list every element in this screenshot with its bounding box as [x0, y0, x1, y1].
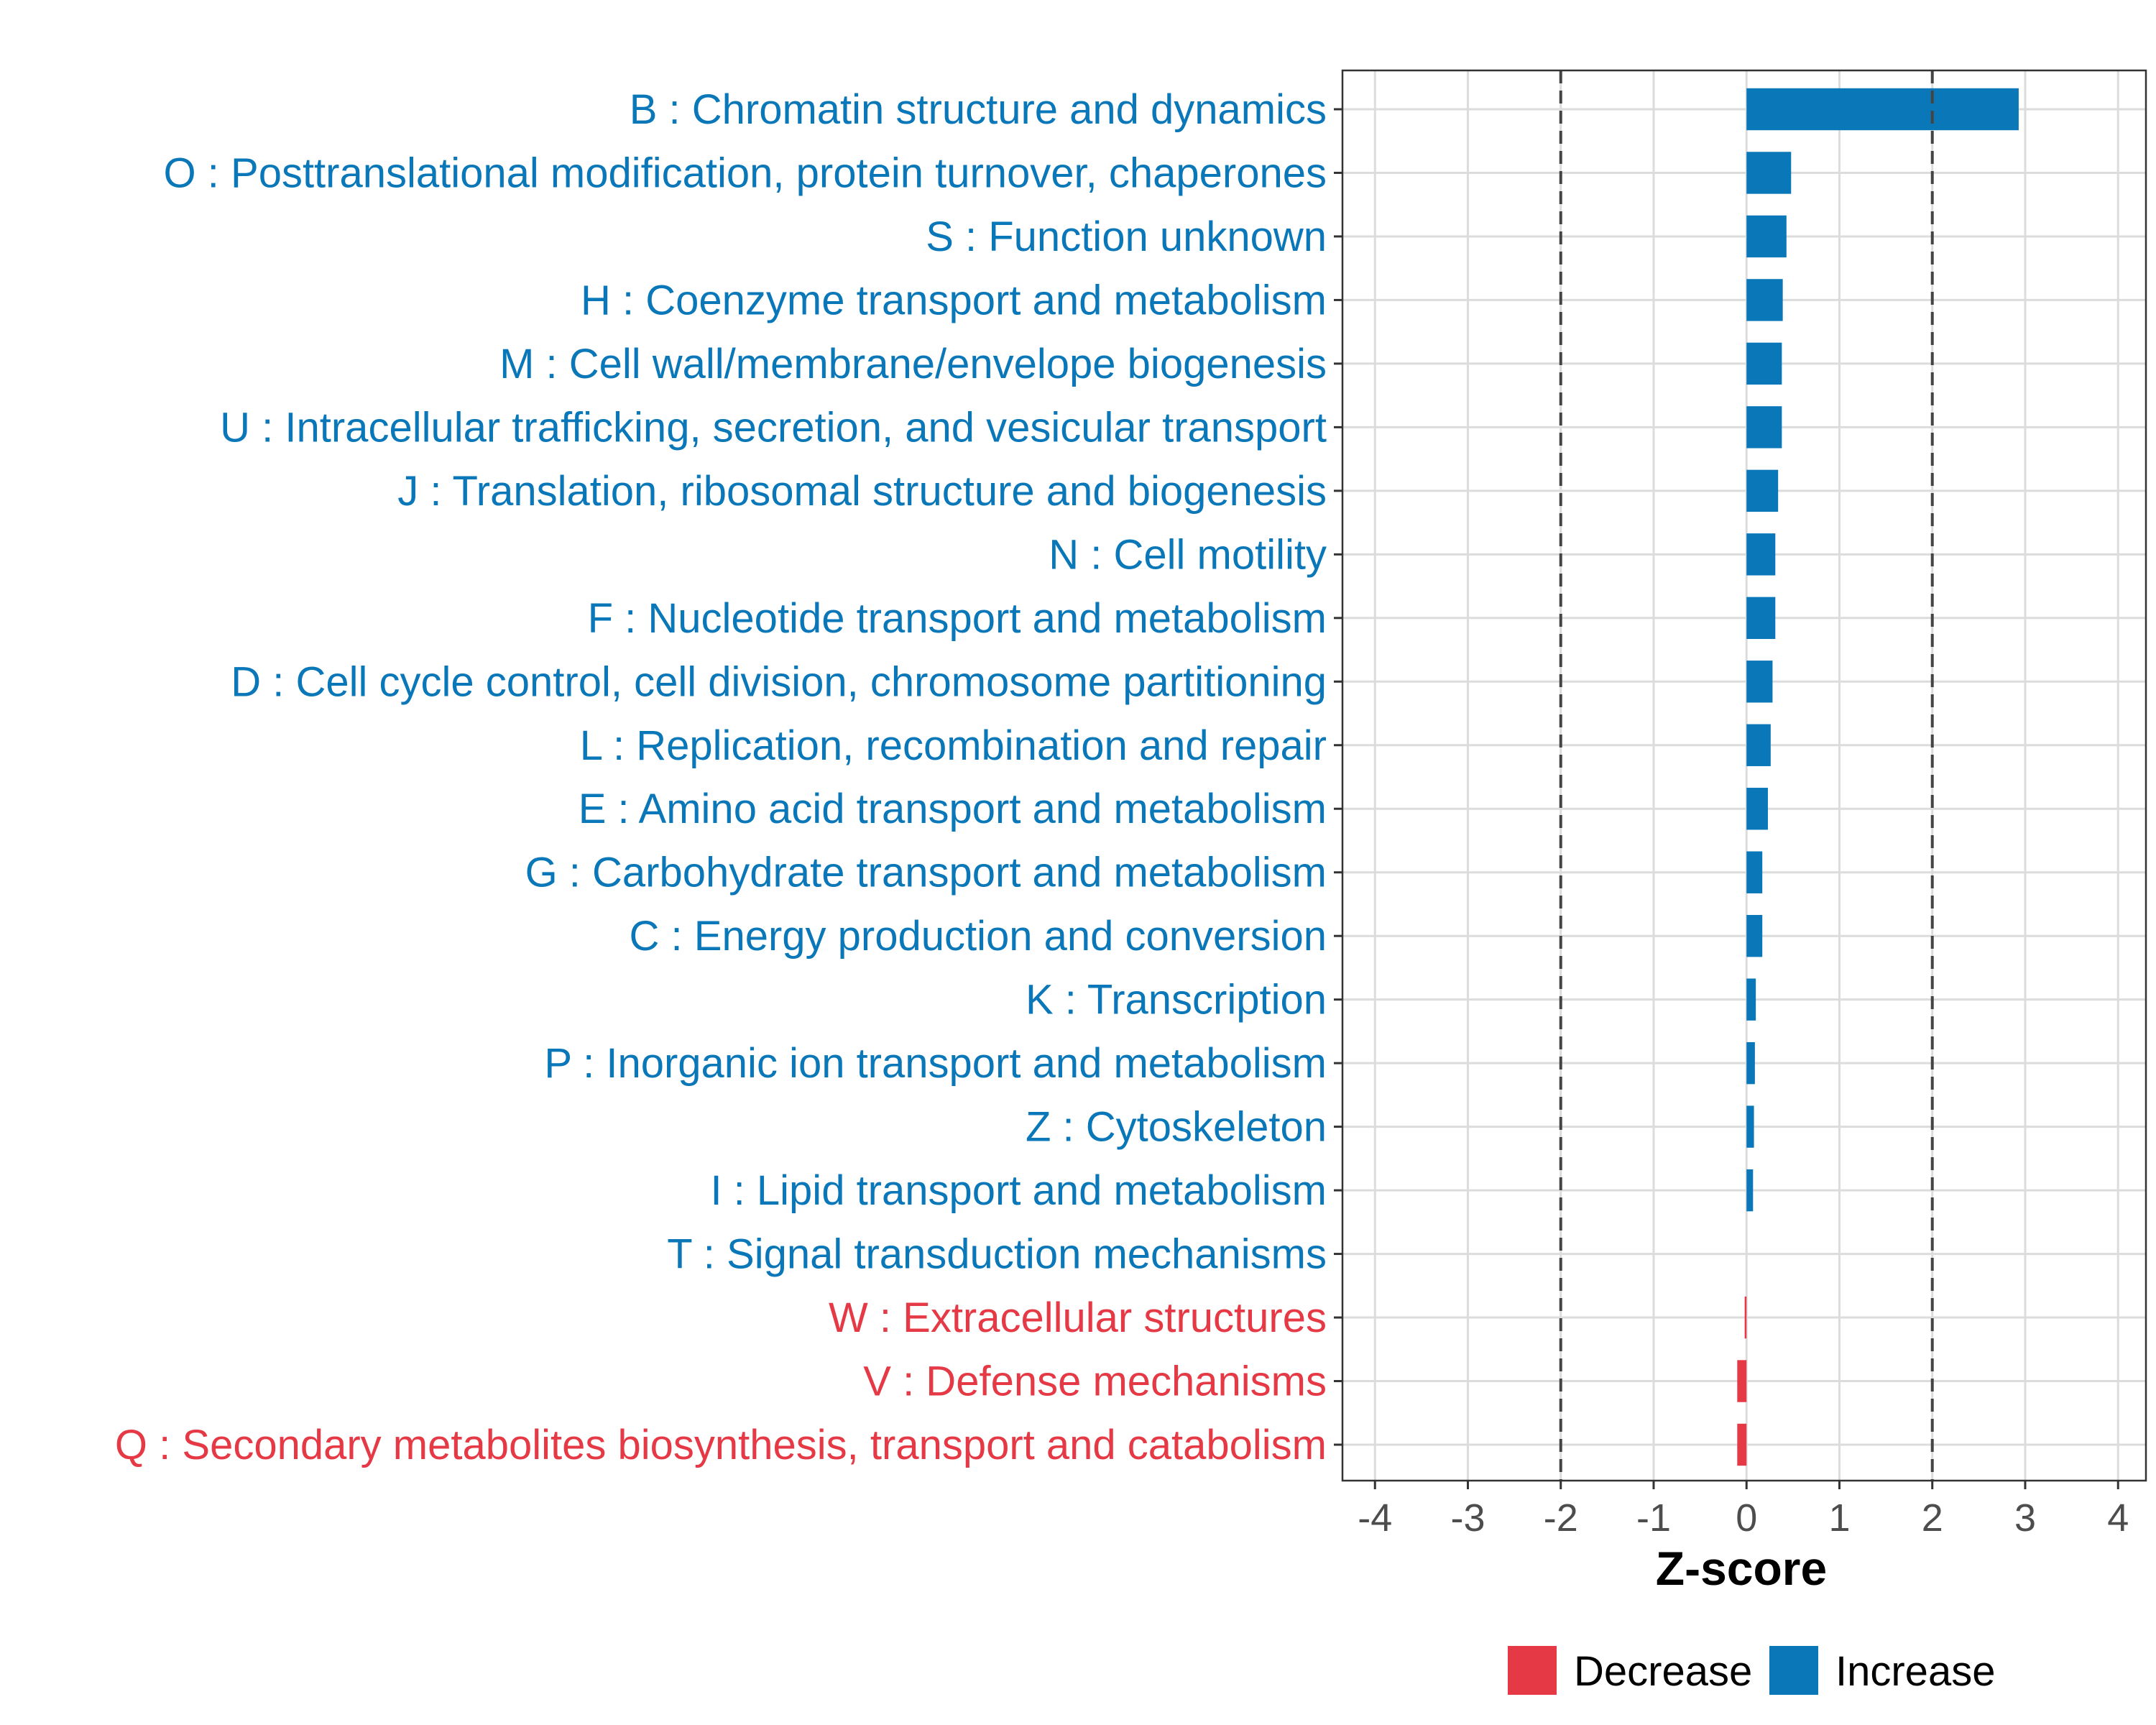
category-label: J : Translation, ribosomal structure and…	[397, 468, 1327, 515]
x-tick-label: 2	[1922, 1496, 1943, 1540]
bar	[1746, 533, 1776, 576]
category-label: G : Carbohydrate transport and metabolis…	[525, 850, 1327, 896]
category-label: T : Signal transduction mechanisms	[667, 1231, 1327, 1278]
category-label: N : Cell motility	[1049, 531, 1327, 578]
category-label: D : Cell cycle control, cell division, c…	[231, 658, 1327, 705]
x-tick-label: -3	[1450, 1496, 1485, 1540]
bar	[1746, 788, 1768, 830]
bar	[1746, 851, 1763, 893]
bar	[1746, 914, 1763, 957]
category-label: L : Replication, recombination and repai…	[580, 722, 1327, 769]
category-label: C : Energy production and conversion	[630, 913, 1327, 960]
bar	[1746, 342, 1782, 385]
category-label: F : Nucleotide transport and metabolism	[588, 595, 1327, 642]
bar	[1746, 1041, 1755, 1085]
reference-lines	[1559, 70, 1934, 1481]
x-axis-tick-labels: -4 -3 -2 -1 0 1 2 3 4	[1358, 1496, 2129, 1540]
category-label: I : Lipid transport and metabolism	[710, 1167, 1327, 1214]
legend-label-increase: Increase	[1835, 1648, 1995, 1695]
category-label: Z : Cytoskeleton	[1026, 1104, 1327, 1151]
bar	[1746, 597, 1776, 640]
x-tick-label: 3	[2014, 1496, 2036, 1540]
bar	[1746, 1105, 1754, 1148]
category-label: H : Coenzyme transport and metabolism	[581, 277, 1327, 323]
x-tick-label: 4	[2107, 1496, 2129, 1540]
bar	[1746, 469, 1779, 512]
category-label: M : Cell wall/membrane/envelope biogenes…	[499, 341, 1327, 387]
category-label: K : Transcription	[1026, 977, 1327, 1024]
bar	[1746, 406, 1782, 448]
x-tick-label: 0	[1736, 1496, 1757, 1540]
category-label: S : Function unknown	[926, 213, 1327, 260]
category-label: V : Defense mechanisms	[863, 1358, 1327, 1405]
x-tick-label: 1	[1828, 1496, 1850, 1540]
bar	[1746, 978, 1756, 1021]
plot-panel-border	[1341, 69, 2147, 1482]
x-tick-label: -4	[1358, 1496, 1392, 1540]
legend-swatch-increase	[1769, 1646, 1818, 1695]
x-tick-label: -2	[1544, 1496, 1578, 1540]
x-axis-title: Z-score	[1656, 1542, 1827, 1595]
category-label: U : Intracellular trafficking, secretion…	[220, 404, 1327, 451]
bar	[1746, 152, 1792, 194]
category-label: P : Inorganic ion transport and metaboli…	[544, 1040, 1327, 1087]
bar	[1744, 1296, 1747, 1339]
bar	[1737, 1360, 1747, 1402]
bar	[1746, 215, 1787, 258]
y-axis-category-labels: B : Chromatin structure and dynamics O : …	[115, 86, 1327, 1468]
category-label: O : Posttranslational modification, prot…	[164, 150, 1327, 196]
legend-label-decrease: Decrease	[1574, 1648, 1752, 1695]
bar	[1746, 88, 2019, 131]
bar	[1746, 279, 1783, 321]
plot-panel-background	[1342, 70, 2146, 1481]
category-label: E : Amino acid transport and metabolism	[579, 786, 1327, 832]
grid-lines	[1342, 70, 2146, 1481]
bar	[1737, 1423, 1747, 1466]
bar	[1746, 1169, 1754, 1212]
category-label: B : Chromatin structure and dynamics	[630, 86, 1327, 133]
bar	[1746, 724, 1771, 766]
bars	[1737, 88, 2019, 1466]
x-axis-ticks	[1373, 1481, 2119, 1489]
category-label: W : Extracellular structures	[829, 1294, 1327, 1341]
y-axis-ticks	[1334, 108, 1342, 1446]
bar	[1746, 661, 1773, 703]
legend-swatch-decrease	[1508, 1646, 1557, 1695]
category-label: Q : Secondary metabolites biosynthesis, …	[115, 1422, 1327, 1468]
legend: Decrease Increase	[1508, 1646, 1995, 1695]
x-tick-label: -1	[1636, 1496, 1671, 1540]
